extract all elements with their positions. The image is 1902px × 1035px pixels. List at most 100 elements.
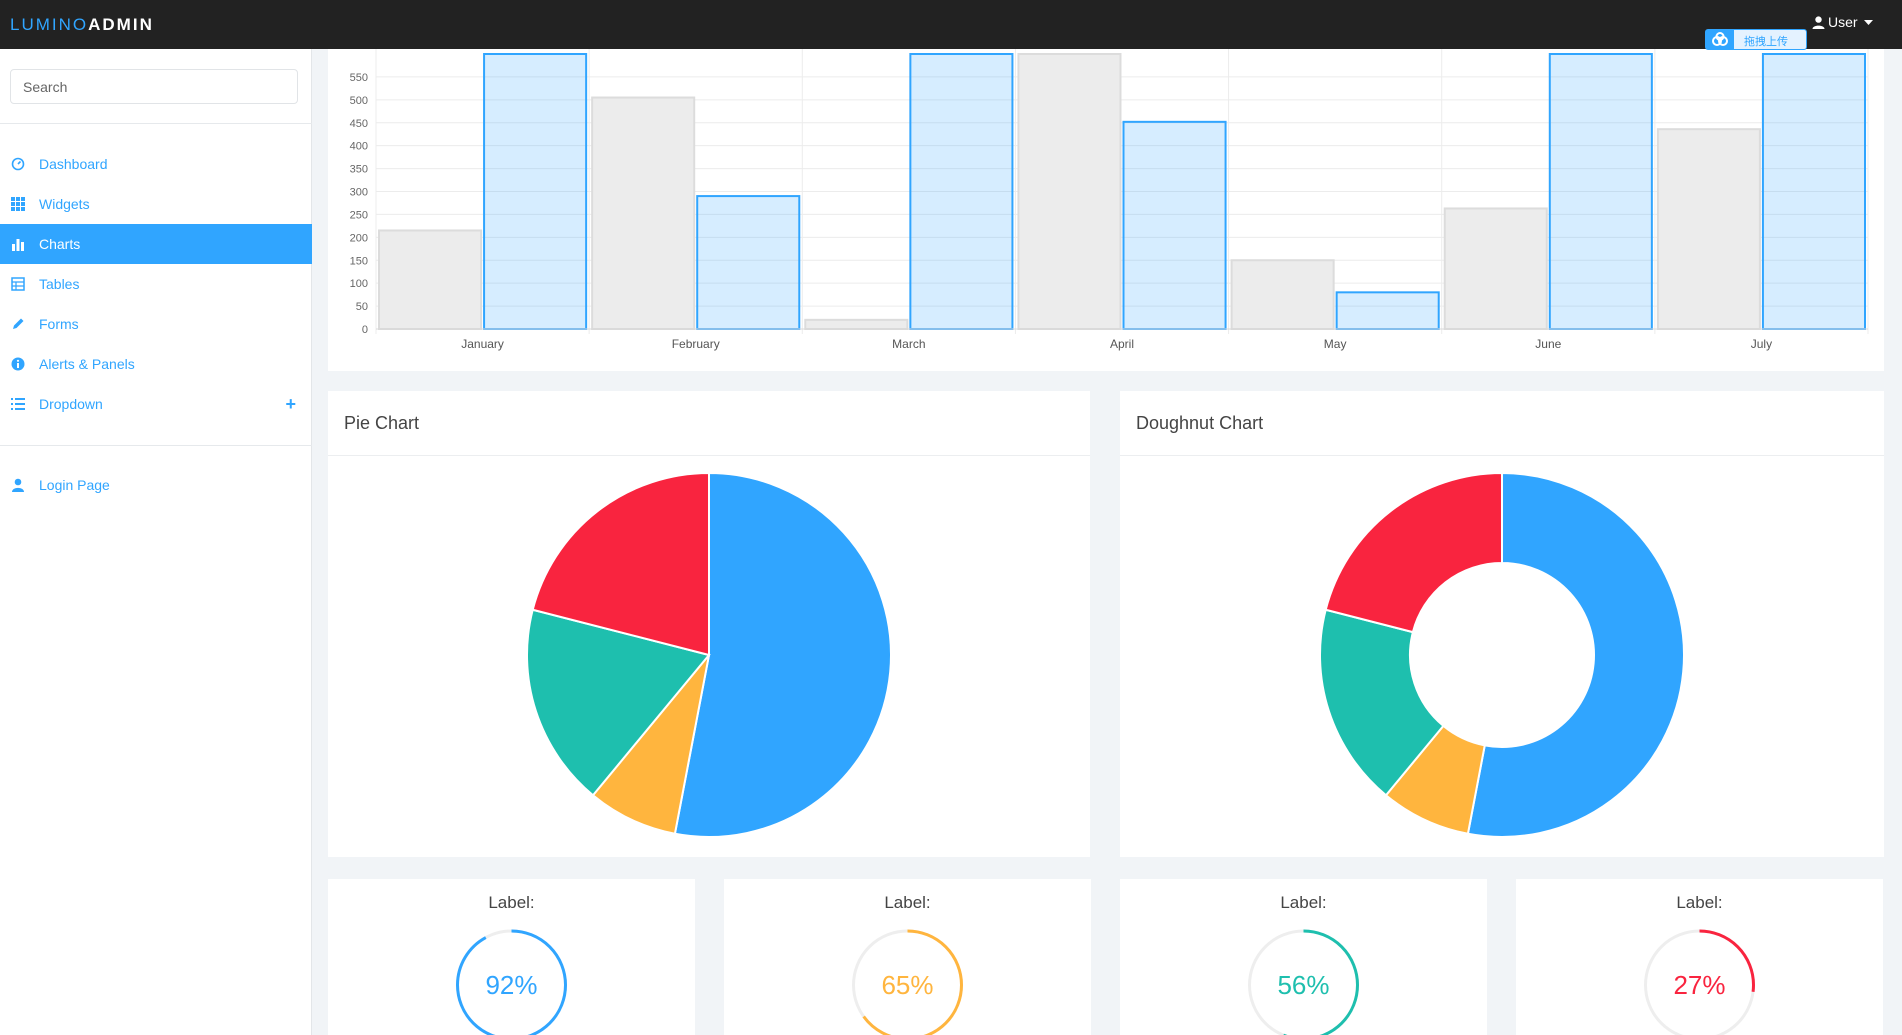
stat-ring-panel: Label: 27% [1516, 879, 1883, 1035]
sidebar-item-label: Dashboard [39, 156, 108, 172]
search-form [10, 69, 298, 104]
stat-ring-panel: Label: 65% [724, 879, 1091, 1035]
sidebar-item-widgets[interactable]: Widgets [0, 184, 312, 224]
list-icon [11, 398, 25, 410]
sidebar-item-label: Dropdown [39, 396, 103, 412]
bar-chart-icon [12, 239, 24, 251]
doughnut-chart-panel: Doughnut Chart [1120, 391, 1884, 857]
pie-slice[interactable] [1324, 471, 1503, 634]
user-icon [12, 478, 24, 492]
bar[interactable] [1761, 53, 1867, 330]
search-input[interactable] [10, 69, 298, 104]
ring-label: Label: [488, 893, 535, 912]
y-tick-label: 100 [350, 278, 368, 290]
bar[interactable] [1443, 207, 1548, 330]
ring-value: 27% [1673, 970, 1725, 1000]
x-tick-label: May [1324, 337, 1347, 351]
ring-progress-arc [1248, 929, 1359, 1035]
grid-icon [11, 197, 25, 211]
bar[interactable] [804, 318, 909, 331]
pie-chart[interactable] [328, 391, 1090, 857]
y-tick-label: 50 [356, 301, 368, 313]
ring-label: Label: [1280, 893, 1327, 912]
user-menu[interactable]: User [1812, 14, 1876, 30]
bar[interactable] [696, 195, 801, 330]
bar[interactable] [591, 96, 696, 330]
sidebar-item-label: Charts [39, 236, 81, 252]
x-tick-label: February [672, 337, 720, 351]
ring-label: Label: [884, 893, 931, 912]
x-tick-label: March [892, 337, 925, 351]
x-tick-label: June [1535, 337, 1561, 351]
sidebar-item-charts[interactable]: Charts [0, 224, 312, 264]
user-label: User [1828, 14, 1858, 30]
bar[interactable] [378, 229, 483, 330]
pie-slice[interactable] [526, 608, 711, 797]
pie-slice[interactable] [673, 471, 892, 838]
y-tick-label: 400 [350, 141, 368, 153]
y-tick-label: 0 [362, 324, 368, 336]
y-tick-label: 150 [350, 255, 368, 267]
ring-progress-arc [1644, 929, 1755, 1035]
stat-ring-panel: Label: 92% [328, 879, 695, 1035]
sidebar-item-label: Widgets [39, 196, 90, 212]
pie-slice[interactable] [1319, 608, 1445, 797]
cloud-upload-icon [1706, 30, 1734, 49]
sidebar-item-label: Forms [39, 316, 79, 332]
progress-ring: 92% [456, 929, 567, 1035]
y-tick-label: 450 [350, 118, 368, 130]
pencil-icon [13, 318, 24, 329]
ring-progress-arc [852, 929, 963, 1035]
x-tick-label: July [1751, 337, 1772, 351]
y-tick-label: 550 [350, 72, 368, 84]
bar[interactable] [1656, 128, 1761, 330]
sidebar-item-dashboard[interactable]: Dashboard [0, 144, 312, 184]
sidebar-item-forms[interactable]: Forms [0, 304, 312, 344]
doughnut-chart-title: Doughnut Chart [1120, 391, 1884, 456]
progress-ring: 65% [852, 929, 963, 1035]
y-tick-label: 250 [350, 209, 368, 221]
progress-ring: 27% [1644, 929, 1755, 1035]
bar[interactable] [483, 53, 588, 330]
drag-upload-button[interactable]: 拖拽上传 [1705, 29, 1807, 50]
bar-chart-panel: 0 50 100 150 200 250 300 350 400 450 500 550 January… [328, 49, 1884, 371]
sidebar-item-alerts-panels[interactable]: Alerts & Panels [0, 344, 312, 384]
bar[interactable] [1335, 291, 1440, 330]
plus-icon[interactable]: + [285, 394, 296, 414]
sidebar-item-label: Alerts & Panels [39, 356, 135, 372]
ring-value: 56% [1277, 970, 1329, 1000]
bar[interactable] [1122, 120, 1227, 331]
sidebar-item-login-page[interactable]: Login Page [0, 465, 312, 505]
sidebar: Dashboard Widgets Charts Tables Forms Al… [0, 49, 312, 1035]
ring-label: Label: [1676, 893, 1723, 912]
info-icon [11, 357, 25, 371]
pie-chart-title: Pie Chart [328, 391, 1090, 456]
bar[interactable] [1548, 53, 1653, 330]
user-icon [1812, 16, 1825, 29]
brand-part1: LUMINO [10, 15, 89, 34]
bar[interactable] [1230, 259, 1335, 330]
sidebar-item-dropdown[interactable]: Dropdown + [0, 384, 312, 424]
bar[interactable] [909, 53, 1014, 330]
bar-chart[interactable]: 0 50 100 150 200 250 300 350 400 450 500 550 January… [328, 49, 1884, 371]
pie-slice[interactable] [1466, 471, 1685, 838]
caret-down-icon [1864, 20, 1874, 25]
x-tick-label: January [461, 337, 504, 351]
table-icon [11, 277, 25, 291]
stat-ring-panel: Label: 56% [1120, 879, 1487, 1035]
dashboard-icon [11, 157, 25, 171]
y-tick-label: 200 [350, 232, 368, 244]
pie-slice[interactable] [591, 654, 710, 835]
doughnut-chart[interactable] [1120, 391, 1884, 857]
pie-slice[interactable] [531, 471, 710, 657]
ring-value: 65% [881, 970, 933, 1000]
upload-label: 拖拽上传 [1744, 36, 1788, 48]
bar[interactable] [1017, 53, 1122, 330]
y-tick-label: 500 [350, 95, 368, 107]
sidebar-divider [0, 123, 312, 124]
ring-value: 92% [485, 970, 537, 1000]
brand-logo[interactable]: LUMINOADMIN [10, 15, 154, 35]
top-navbar: LUMINOADMIN User [0, 0, 1902, 49]
sidebar-item-tables[interactable]: Tables [0, 264, 312, 304]
sidebar-item-label: Tables [39, 276, 80, 292]
